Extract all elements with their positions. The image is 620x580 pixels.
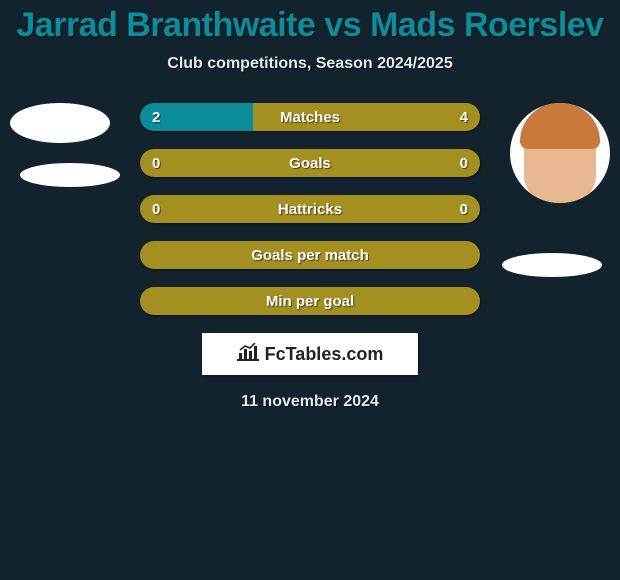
stat-bar-right-value: 0 bbox=[460, 195, 468, 223]
stat-bar-right-value: 4 bbox=[460, 103, 468, 131]
avatar-hair bbox=[520, 103, 600, 149]
comparison-date: 11 november 2024 bbox=[0, 393, 620, 411]
stat-bar: Goals0 0 bbox=[140, 149, 480, 177]
logo-box: FcTables.com bbox=[202, 333, 418, 375]
stat-bar-label: Min per goal bbox=[140, 287, 480, 315]
stat-bar-label: Hattricks bbox=[140, 195, 480, 223]
player1-badge bbox=[20, 163, 120, 187]
stat-bar-label: Matches bbox=[140, 103, 480, 131]
logo-text: FcTables.com bbox=[265, 344, 384, 365]
chart-icon bbox=[237, 343, 259, 366]
stat-bar: Min per goal bbox=[140, 287, 480, 315]
player1-avatar bbox=[10, 103, 110, 143]
stat-bar-left-value: 0 bbox=[152, 195, 160, 223]
player2-avatar bbox=[510, 103, 610, 203]
stat-bar: Matches2 4 bbox=[140, 103, 480, 131]
comparison-title: Jarrad Branthwaite vs Mads Roerslev bbox=[0, 0, 620, 45]
comparison-subtitle: Club competitions, Season 2024/2025 bbox=[0, 55, 620, 73]
comparison-content: Matches24Goals00Hattricks00Goals per mat… bbox=[0, 103, 620, 411]
stat-bar-label: Goals per match bbox=[140, 241, 480, 269]
stat-bar: Goals per match bbox=[140, 241, 480, 269]
player2-badge bbox=[502, 253, 602, 277]
stat-bar-label: Goals bbox=[140, 149, 480, 177]
stat-bar: Hattricks0 0 bbox=[140, 195, 480, 223]
stat-bars: Matches24Goals00Hattricks00Goals per mat… bbox=[140, 103, 480, 315]
stat-bar-left-value: 0 bbox=[152, 149, 160, 177]
stat-bar-right-value: 0 bbox=[460, 149, 468, 177]
logo: FcTables.com bbox=[237, 343, 384, 366]
stat-bar-left-value: 2 bbox=[152, 103, 160, 131]
